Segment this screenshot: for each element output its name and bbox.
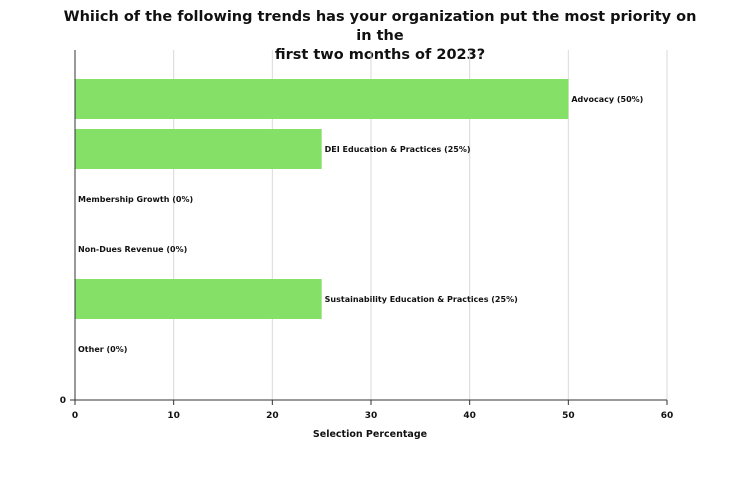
x-axis-label: Selection Percentage	[313, 429, 427, 440]
x-tick-label-1: 10	[167, 411, 180, 421]
chart-title-line-2: first two months of 2023?	[274, 47, 486, 63]
bar-label-2: Membership Growth (0%)	[78, 195, 193, 204]
bar-label-5: Other (0%)	[78, 345, 127, 354]
bar-1	[75, 129, 322, 169]
bar-4	[75, 279, 322, 319]
y-tick-label-0: 0	[60, 396, 66, 406]
x-tick-label-6: 60	[661, 411, 674, 421]
bar-0	[75, 79, 569, 119]
bar-labels: Advocacy (50%) DEI Education & Practices …	[78, 95, 643, 354]
x-tick-label-4: 40	[463, 411, 476, 421]
x-axis: 00 10 20 30 40 50 60	[60, 50, 674, 421]
bar-label-4: Sustainability Education & Practices (25…	[325, 295, 518, 304]
chart-title-line-1: Whiich of the following trends has your …	[63, 9, 697, 44]
bar-label-3: Non-Dues Revenue (0%)	[78, 245, 187, 254]
bar-label-0: Advocacy (50%)	[571, 95, 643, 104]
chart-title: Whiich of the following trends has your …	[60, 8, 700, 65]
bars	[75, 79, 569, 319]
bar-label-1: DEI Education & Practices (25%)	[325, 145, 471, 154]
x-tick-label-0: 0	[72, 411, 78, 421]
x-tick-label-3: 30	[365, 411, 378, 421]
x-tick-label-5: 50	[562, 411, 575, 421]
x-tick-label-2: 20	[266, 411, 279, 421]
